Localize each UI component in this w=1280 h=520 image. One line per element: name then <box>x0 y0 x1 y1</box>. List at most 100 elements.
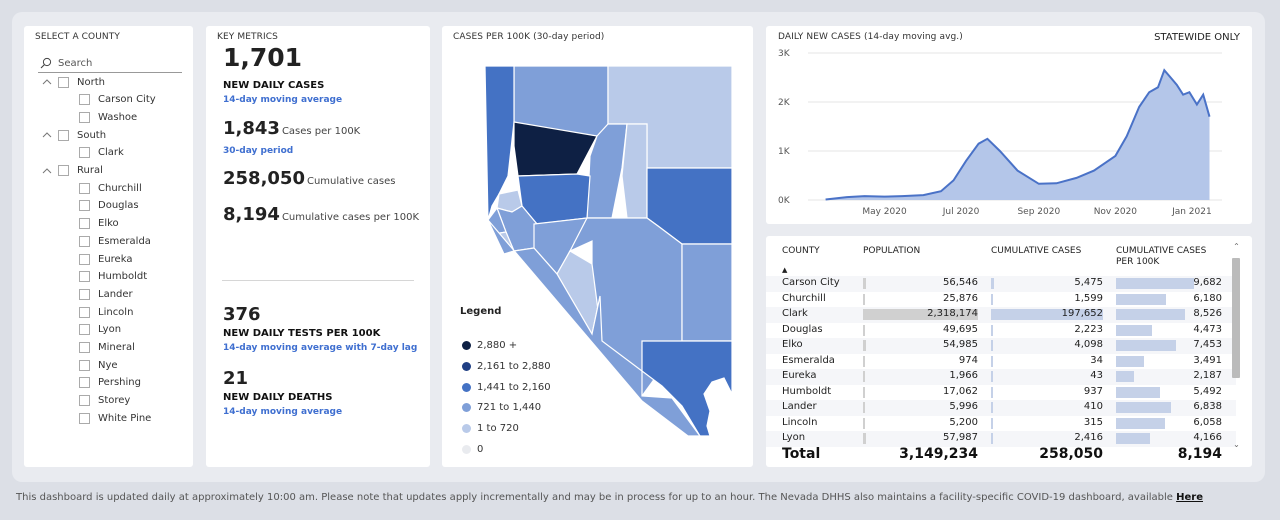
sort-ascending-icon[interactable]: ▲ <box>782 266 788 274</box>
cell-per-100k: 8,526 <box>1193 308 1222 319</box>
table-row[interactable]: Lyon 57,987 2,416 4,166 <box>766 431 1236 447</box>
cell-cases: 5,475 <box>1074 277 1103 288</box>
cell-population: 49,695 <box>943 323 978 335</box>
county-item-lyon[interactable]: Lyon <box>79 322 121 338</box>
x-tick-label: Sep 2020 <box>1017 207 1060 217</box>
county-washoe-south-region[interactable] <box>487 219 702 437</box>
checkbox[interactable] <box>79 235 90 247</box>
table-row[interactable]: Elko 54,985 4,098 7,453 <box>766 338 1236 354</box>
county-item-white-pine[interactable]: White Pine <box>79 410 151 426</box>
col-header-cumulative-cases[interactable]: CUMULATIVE CASES <box>991 246 1082 256</box>
table-row[interactable]: Douglas 49,695 2,223 4,473 <box>766 323 1236 339</box>
checkbox[interactable] <box>79 147 90 159</box>
checkbox[interactable] <box>79 377 90 389</box>
checkbox[interactable] <box>79 182 90 194</box>
daily-cases-line-chart[interactable]: 0K 1K 2K 3K May 2020 Jul 2020 Sep 2020 Nov 2020… <box>766 26 1252 224</box>
county-item-mineral[interactable]: Mineral <box>79 340 135 356</box>
cell-cases: 34 <box>1090 354 1103 366</box>
checkbox[interactable] <box>79 253 90 265</box>
checkbox[interactable] <box>79 271 90 283</box>
county-lander-region[interactable] <box>586 123 628 219</box>
cell-population: 1,966 <box>949 370 978 381</box>
table-row[interactable]: Lander 5,996 410 6,838 <box>766 400 1236 416</box>
checkbox[interactable] <box>79 324 90 336</box>
checkbox[interactable] <box>79 111 90 123</box>
checkbox[interactable] <box>79 359 90 371</box>
checkbox[interactable] <box>79 288 90 300</box>
county-item-eureka[interactable]: Eureka <box>79 251 132 267</box>
table-row[interactable]: Esmeralda 974 34 3,491 <box>766 354 1236 370</box>
checkbox[interactable] <box>79 412 90 424</box>
rate-bar <box>1116 278 1194 289</box>
county-group-rural[interactable]: Rural <box>42 163 103 179</box>
col-header-county[interactable]: COUNTY <box>782 246 820 256</box>
cases-per-100k-metric: 1,843 Cases per 100K <box>223 118 360 139</box>
county-washoe-region[interactable] <box>484 65 515 221</box>
cell-cases: 197,652 <box>1061 308 1103 319</box>
chevron-up-icon[interactable] <box>42 77 52 87</box>
county-item-washoe[interactable]: Washoe <box>79 109 137 125</box>
checkbox[interactable] <box>79 306 90 318</box>
table-row[interactable]: Lincoln 5,200 315 6,058 <box>766 416 1236 432</box>
county-group-north[interactable]: North <box>42 74 105 90</box>
chevron-up-icon[interactable] <box>42 130 52 140</box>
cases-bar <box>991 340 994 351</box>
county-item-carson-city[interactable]: Carson City <box>79 92 156 108</box>
county-item-humboldt[interactable]: Humboldt <box>79 269 147 285</box>
checkbox[interactable] <box>79 395 90 407</box>
nevada-map[interactable] <box>442 26 753 467</box>
county-item-nye[interactable]: Nye <box>79 357 118 373</box>
col-header-population[interactable]: POPULATION <box>863 246 921 256</box>
county-eureka-region[interactable] <box>621 123 648 219</box>
county-item-pershing[interactable]: Pershing <box>79 375 141 391</box>
table-row[interactable]: Humboldt 17,062 937 5,492 <box>766 385 1236 401</box>
scroll-down-icon[interactable]: ⌄ <box>1233 440 1240 449</box>
county-item-churchill[interactable]: Churchill <box>79 180 142 196</box>
cumulative-cases-label: Cumulative cases <box>306 176 396 187</box>
scroll-up-icon[interactable]: ⌃ <box>1233 242 1240 251</box>
col-header-cumulative-per-100k[interactable]: CUMULATIVE CASES PER 100K <box>1116 246 1207 267</box>
table-row[interactable]: Eureka 1,966 43 2,187 <box>766 369 1236 385</box>
county-item-esmeralda[interactable]: Esmeralda <box>79 233 151 249</box>
county-item-storey[interactable]: Storey <box>79 393 130 409</box>
county-slicer-panel: SELECT A COUNTY North Carson City Washoe So… <box>24 26 193 467</box>
metrics-divider <box>222 280 414 281</box>
table-row[interactable]: Churchill 25,876 1,599 6,180 <box>766 292 1236 308</box>
cell-population: 2,318,174 <box>927 308 978 319</box>
county-item-elko[interactable]: Elko <box>79 216 119 232</box>
population-bar <box>863 324 866 336</box>
series-line[interactable] <box>825 68 1211 201</box>
cell-population: 54,985 <box>943 339 978 350</box>
county-item-clark[interactable]: Clark <box>79 145 124 161</box>
cases-bar <box>991 355 993 367</box>
chart-title: DAILY NEW CASES (14-day moving avg.) <box>778 32 963 42</box>
checkbox[interactable] <box>79 342 90 353</box>
checkbox[interactable] <box>58 129 69 141</box>
checkbox[interactable] <box>79 94 90 106</box>
chevron-up-icon[interactable] <box>42 166 52 176</box>
county-search-input[interactable] <box>58 55 180 71</box>
checkbox[interactable] <box>58 76 69 88</box>
county-search-box[interactable] <box>38 55 182 73</box>
cell-population: 5,996 <box>949 401 978 412</box>
county-item-douglas[interactable]: Douglas <box>79 198 139 214</box>
county-item-lincoln[interactable]: Lincoln <box>79 304 133 320</box>
legend-item-1: 2,161 to 2,880 <box>462 361 551 372</box>
legend-label: 2,880 + <box>477 340 518 351</box>
checkbox[interactable] <box>79 200 90 212</box>
table-scrollbar-thumb[interactable] <box>1232 258 1240 378</box>
checkbox[interactable] <box>79 218 90 230</box>
county-clark-region[interactable] <box>641 340 733 437</box>
table-row[interactable]: Carson City 56,546 5,475 9,682 <box>766 276 1236 292</box>
daily-tests-sub: 14-day moving average with 7-day lag <box>223 343 418 353</box>
county-group-south[interactable]: South <box>42 127 106 143</box>
checkbox[interactable] <box>58 165 69 176</box>
county-item-label: Washoe <box>98 111 138 123</box>
cell-per-100k: 3,491 <box>1193 354 1222 366</box>
table-row[interactable]: Clark 2,318,174 197,652 8,526 <box>766 307 1236 323</box>
county-item-lander[interactable]: Lander <box>79 286 133 302</box>
legend-item-5: 0 <box>462 444 483 455</box>
footer-link-here[interactable]: Here <box>1176 492 1203 503</box>
county-item-label: Lyon <box>98 324 122 336</box>
county-lincoln-region[interactable] <box>681 243 733 342</box>
